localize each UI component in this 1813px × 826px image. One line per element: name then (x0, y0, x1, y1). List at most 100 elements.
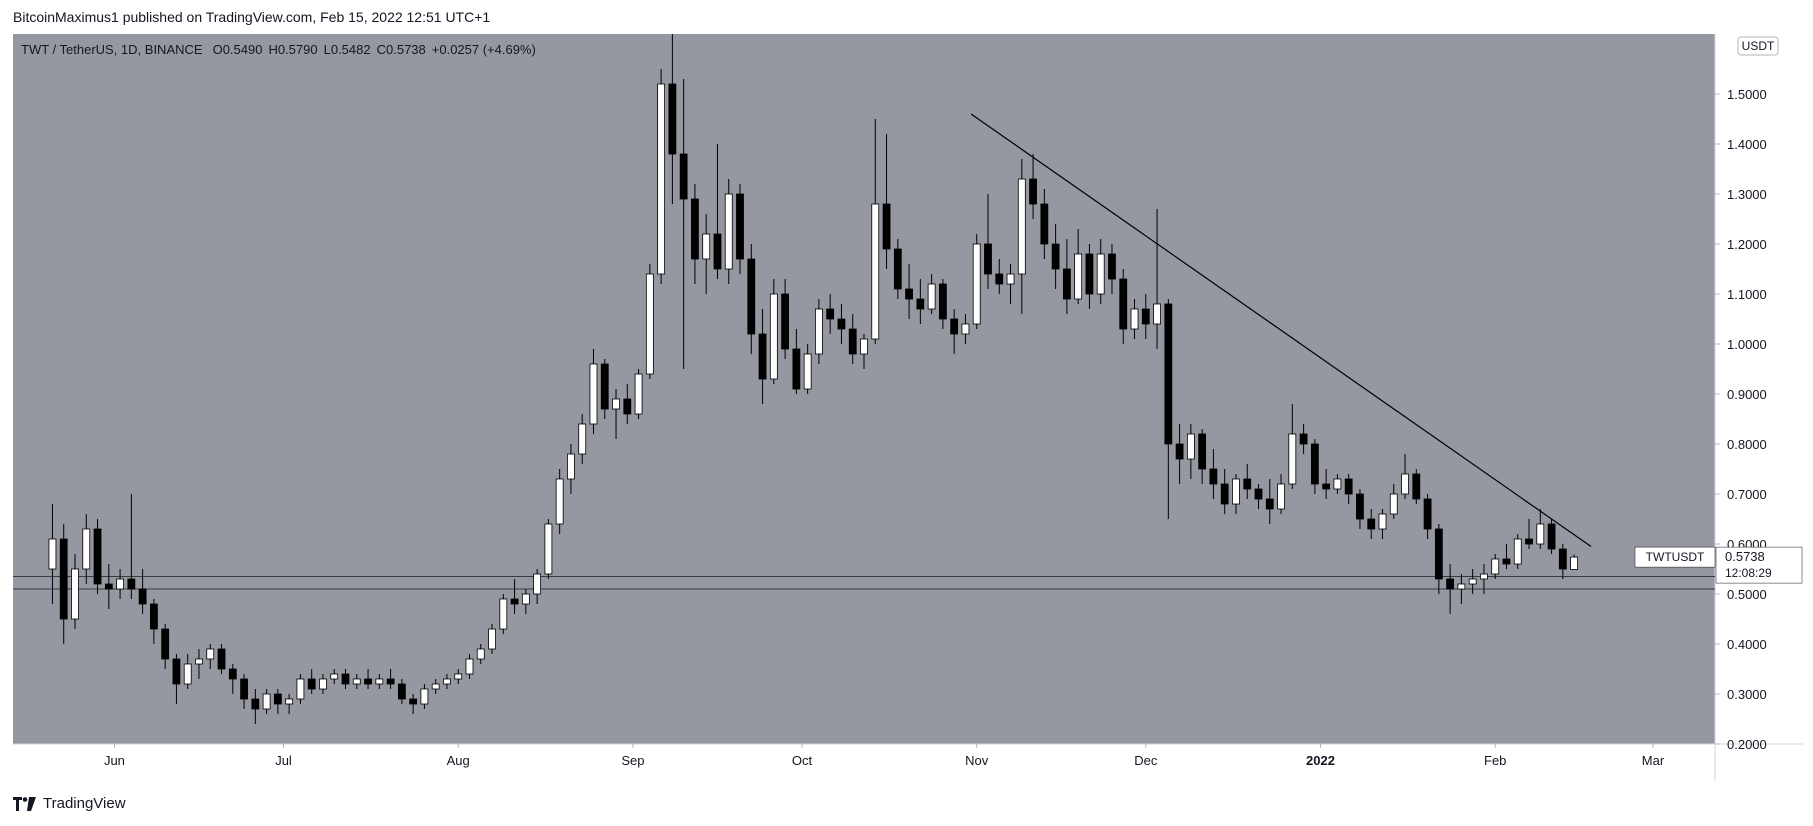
candle-body (871, 203, 880, 340)
candle (736, 184, 744, 274)
candle-body (183, 663, 192, 685)
candle (1085, 244, 1094, 309)
price-chart[interactable]: 0.2000 0.3000 0.4000 0.5000 0.6000 0.7000 0.80… (13, 34, 1803, 781)
candle (161, 624, 170, 669)
y-tick-label: 0.2000 (1727, 737, 1767, 752)
candle-body (521, 593, 530, 605)
candle-body (138, 588, 147, 605)
last-price-tag: TWTUSDT 0.5738 12:08:29 (1634, 546, 1803, 584)
candle (93, 519, 102, 594)
candle-body (1130, 308, 1139, 330)
candle-body (104, 583, 113, 590)
x-tick-label: Jul (275, 753, 292, 768)
candle (195, 649, 203, 679)
tag-price: 0.5738 (1725, 549, 1765, 564)
tradingview-logo-icon[interactable] (13, 796, 37, 811)
candle (961, 314, 970, 344)
candle-body (679, 153, 688, 200)
candle-body (352, 678, 361, 685)
candle-body (397, 683, 406, 700)
candle (792, 329, 801, 394)
candle-body (961, 323, 970, 335)
candle (330, 669, 339, 684)
candle-body (195, 658, 203, 665)
candle-body (1434, 528, 1443, 580)
candle (1468, 569, 1477, 594)
candle-body (1536, 523, 1545, 545)
candle (1491, 554, 1500, 579)
candle-body (161, 628, 170, 660)
legend-l-value: 0.5482 (331, 42, 371, 57)
candle (228, 664, 237, 694)
candle (1412, 469, 1421, 504)
currency-badge-label: USDT (1742, 39, 1775, 53)
candle (1062, 239, 1071, 314)
descending-trendline (970, 113, 1592, 547)
candle-body (939, 283, 947, 320)
candle-body (916, 298, 925, 310)
candle (826, 294, 835, 334)
candle-body (1480, 573, 1488, 580)
candle-body (82, 528, 91, 570)
candle-body (533, 573, 542, 595)
candle (364, 669, 372, 689)
candle (48, 504, 57, 604)
candle-body (431, 683, 440, 690)
candle-body (1277, 483, 1285, 510)
tag-symbol-box (1634, 546, 1716, 568)
candle (443, 674, 451, 689)
candle-body (600, 363, 609, 410)
candle (781, 279, 789, 359)
candle (206, 644, 215, 669)
candle-body (330, 673, 339, 680)
candle (848, 314, 857, 364)
candle-body (882, 203, 891, 250)
candle-body (792, 348, 801, 390)
candle-body (634, 373, 643, 415)
candle-body (1322, 483, 1331, 490)
candle (488, 624, 496, 654)
x-tick-label: Nov (965, 753, 989, 768)
candle (116, 569, 124, 599)
candle-body (1085, 253, 1094, 295)
candle-body (984, 243, 992, 275)
candle (1367, 509, 1376, 539)
candle (691, 184, 699, 284)
candle-body (815, 308, 823, 355)
candle-body (273, 693, 282, 705)
candle-body (950, 318, 959, 335)
candle (1389, 484, 1398, 519)
candle (1525, 519, 1533, 549)
candle (1322, 469, 1331, 499)
candle (397, 679, 406, 704)
candle-body (567, 453, 575, 480)
candle (1186, 424, 1195, 479)
footer-brand: TradingView (43, 795, 126, 812)
chart-svg[interactable]: 0.20000.30000.40000.50000.60000.70000.80… (13, 34, 1803, 781)
candle-body (206, 648, 215, 660)
candle-body (476, 648, 485, 660)
candle-body (1232, 478, 1240, 505)
candle (1558, 544, 1567, 579)
candle-body (555, 478, 564, 525)
candle-body (893, 248, 902, 290)
currency-badge[interactable]: USDT (1737, 36, 1779, 56)
candle (679, 79, 688, 369)
candle-body (1265, 498, 1274, 510)
candle-body (1220, 483, 1229, 505)
candle-body (1525, 538, 1533, 545)
candle-body (1017, 178, 1026, 275)
candle-body (1378, 513, 1387, 530)
candle (1243, 464, 1252, 499)
candle-body (1367, 518, 1376, 530)
candle (1209, 449, 1218, 499)
candle (1029, 154, 1037, 219)
candle (1040, 189, 1049, 259)
candle (803, 344, 812, 394)
x-tick-label: 2022 (1306, 753, 1335, 768)
tag-countdown: 12:08:29 (1725, 566, 1772, 580)
candle (1536, 509, 1545, 549)
candle-body (612, 398, 620, 410)
candle-body (364, 678, 372, 685)
y-tick-label: 0.5000 (1727, 587, 1767, 602)
